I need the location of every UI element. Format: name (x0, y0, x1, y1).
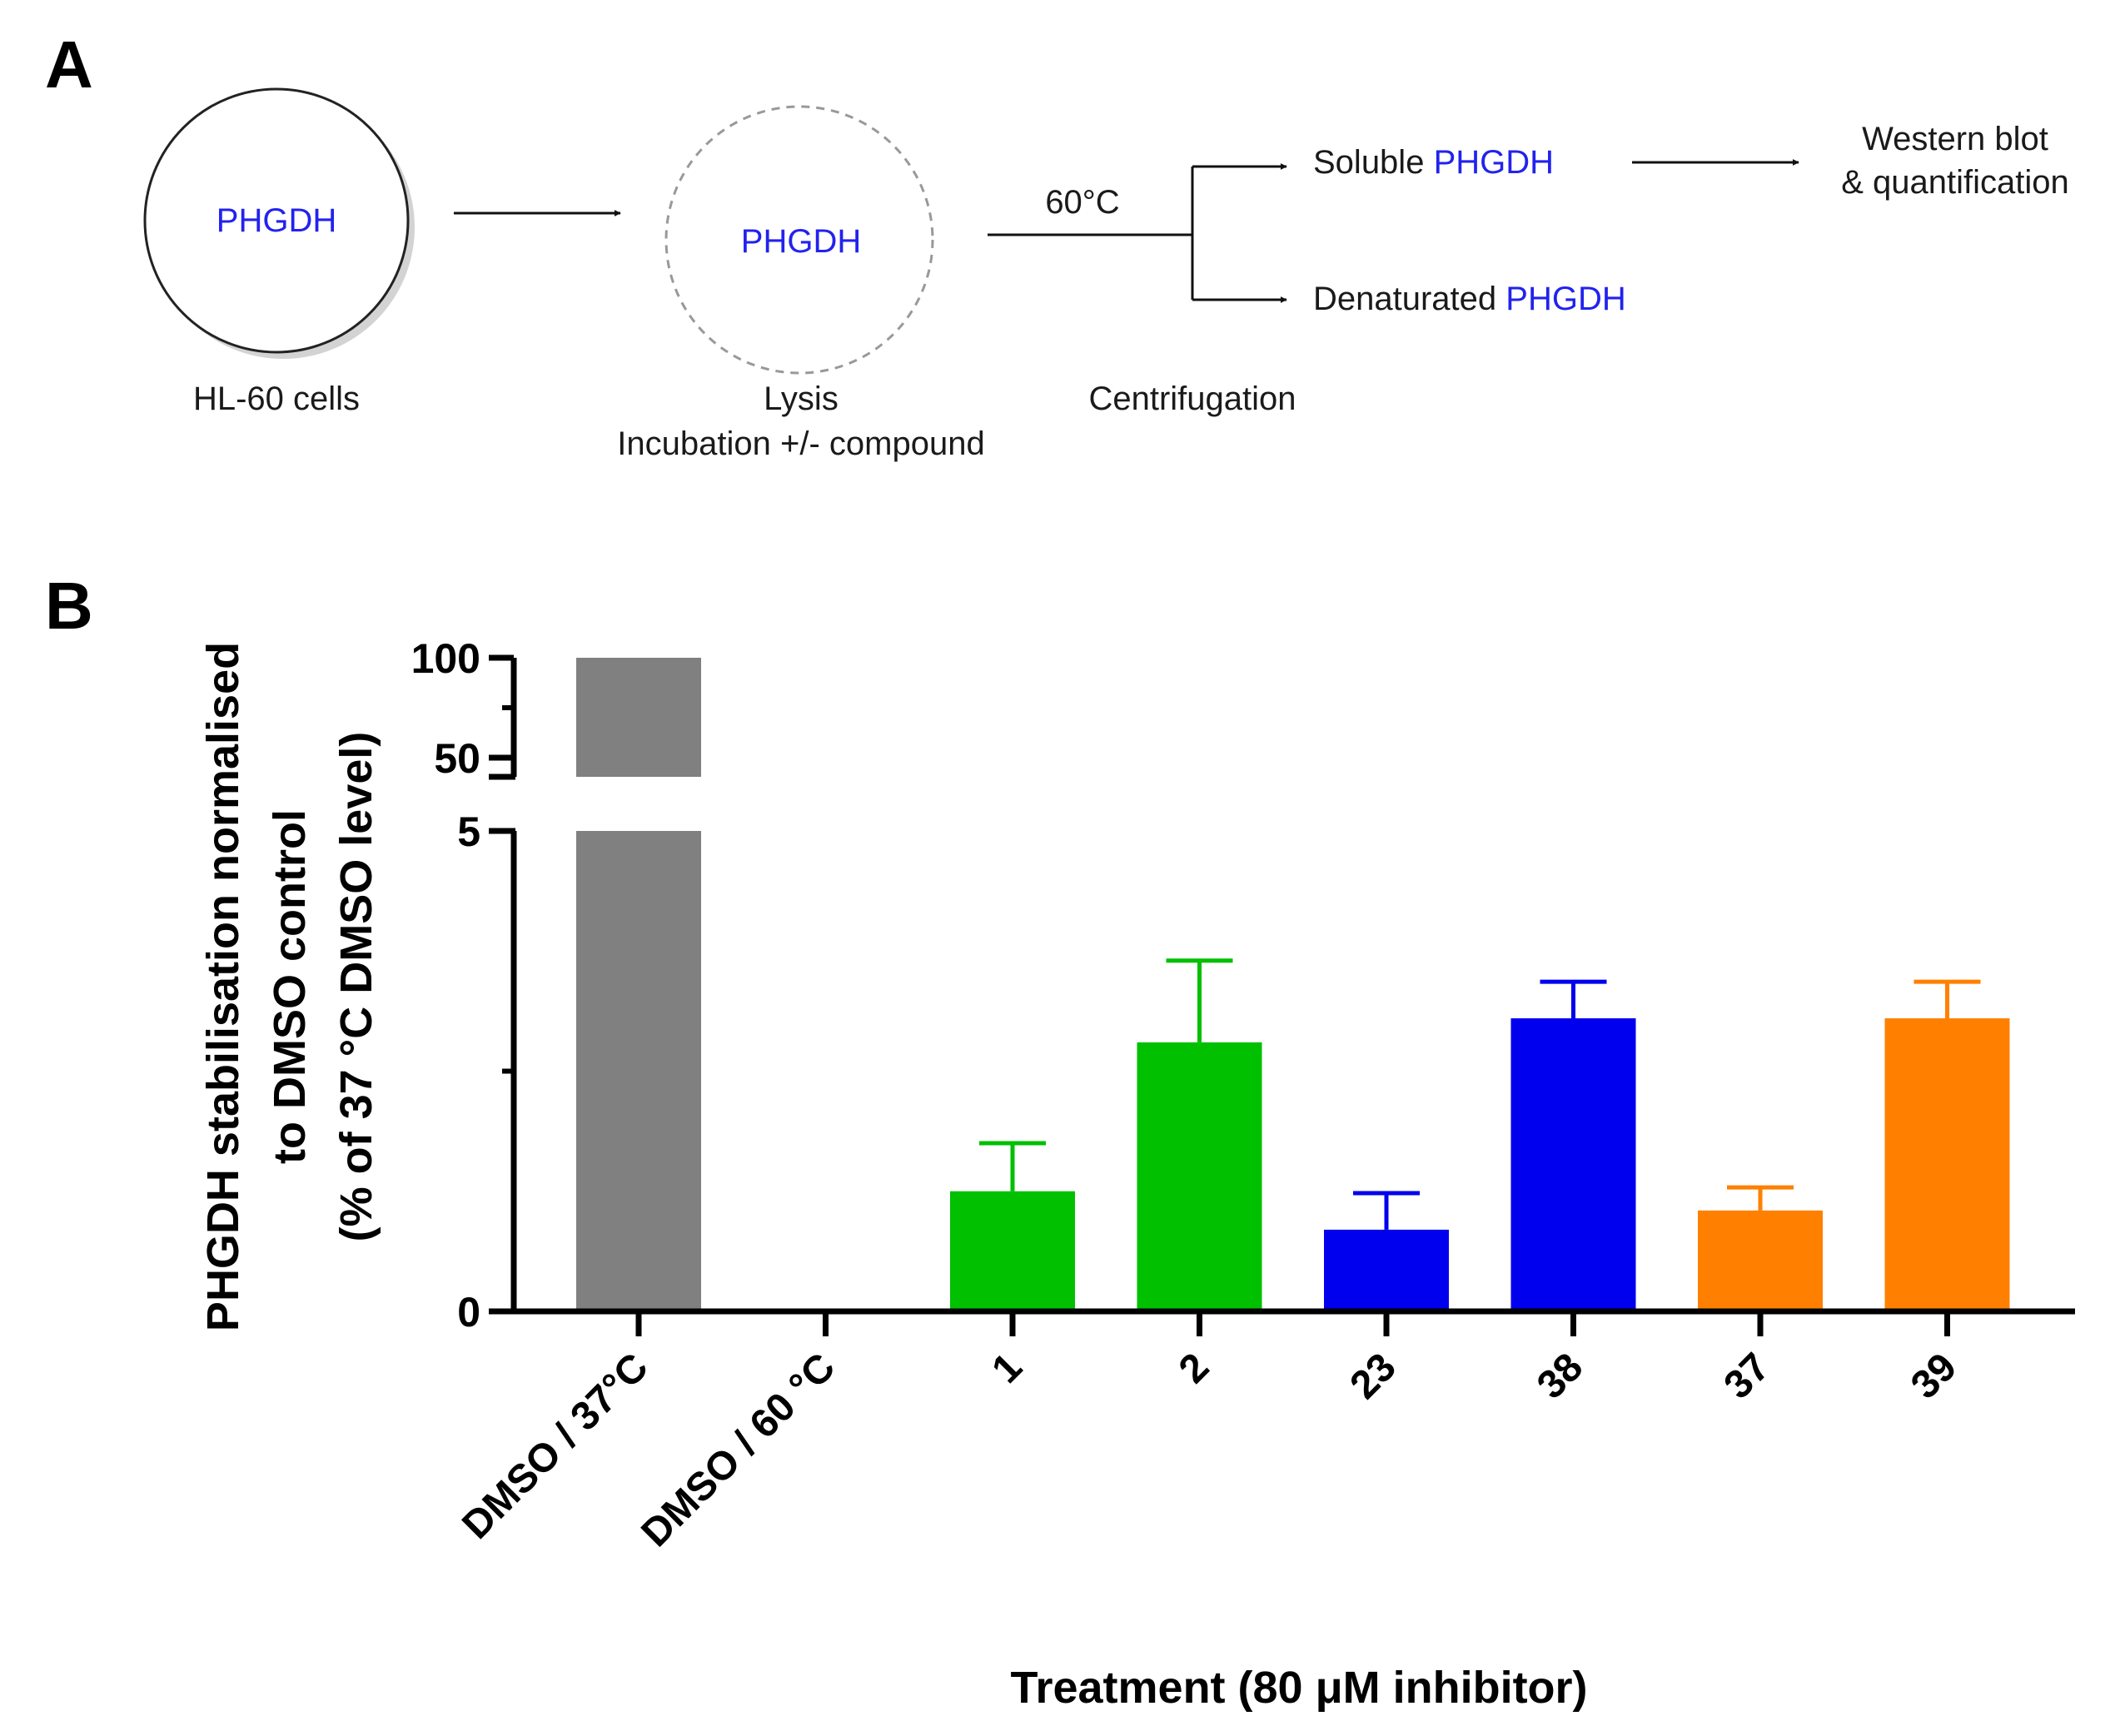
soluble-label: Soluble PHGDH (1313, 144, 1554, 181)
y-tick-label-upper-0: 50 (434, 735, 480, 782)
cell-protein-label: PHGDH (216, 202, 336, 239)
temperature-label: 60°C (1045, 184, 1119, 221)
x-tick-label-7: 39 (1903, 1345, 1965, 1407)
bar-DMSO / 37°C-upper (576, 658, 701, 777)
bars-layer (576, 658, 2010, 1311)
bar-DMSO / 37°C-lower (576, 831, 701, 1311)
x-tick-label-3: 2 (1171, 1345, 1217, 1391)
denatured-protein: PHGDH (1505, 281, 1625, 317)
bar-39 (1884, 1018, 2010, 1311)
x-tick-label-0: DMSO / 37°C (454, 1345, 656, 1547)
lysate-protein-label: PHGDH (741, 223, 861, 260)
y-axis-title-line1: PHGDH stabilisation normalised (198, 642, 248, 1331)
cell-caption: HL-60 cells (193, 381, 360, 417)
denatured-prefix: Denaturated (1313, 281, 1505, 317)
bar-1 (950, 1191, 1075, 1311)
lysis-caption: Lysis (764, 381, 839, 417)
y-tick-label-lower-1: 5 (457, 808, 480, 855)
incubation-caption: Incubation +/- compound (617, 425, 984, 462)
x-tick-label-4: 23 (1342, 1345, 1405, 1407)
x-tick-label-2: 1 (983, 1345, 1030, 1391)
x-axis-title: Treatment (80 μM inhibitor) (1010, 1663, 1587, 1713)
soluble-prefix: Soluble (1313, 144, 1434, 181)
soluble-protein: PHGDH (1434, 144, 1554, 181)
y-axis-title-line3: (% of 37 °C DMSO level) (331, 732, 381, 1242)
lysed-cell-icon (664, 105, 934, 375)
readout-line1: Western blot (1862, 121, 2048, 157)
y-axis-title-line2: to DMSO control (265, 809, 315, 1164)
y-tick-label-lower-0: 0 (457, 1289, 480, 1336)
bar-2 (1137, 1042, 1262, 1311)
bar-37 (1698, 1210, 1823, 1311)
y-tick-label-upper-1: 100 (411, 635, 480, 682)
panel-a-letter: A (45, 27, 93, 102)
readout-line2: & quantification (1841, 164, 2069, 201)
denatured-label: Denaturated PHGDH (1313, 281, 1626, 317)
bar-38 (1510, 1018, 1636, 1311)
centrifugation-caption: Centrifugation (1088, 381, 1296, 417)
cell-icon (143, 87, 415, 359)
axes-layer (489, 654, 2075, 1336)
x-tick-label-6: 37 (1716, 1345, 1779, 1407)
x-tick-label-5: 38 (1529, 1345, 1591, 1407)
bar-23 (1324, 1229, 1449, 1311)
panel-b-letter: B (45, 569, 93, 643)
x-tick-label-1: DMSO / 60 °C (633, 1345, 844, 1555)
